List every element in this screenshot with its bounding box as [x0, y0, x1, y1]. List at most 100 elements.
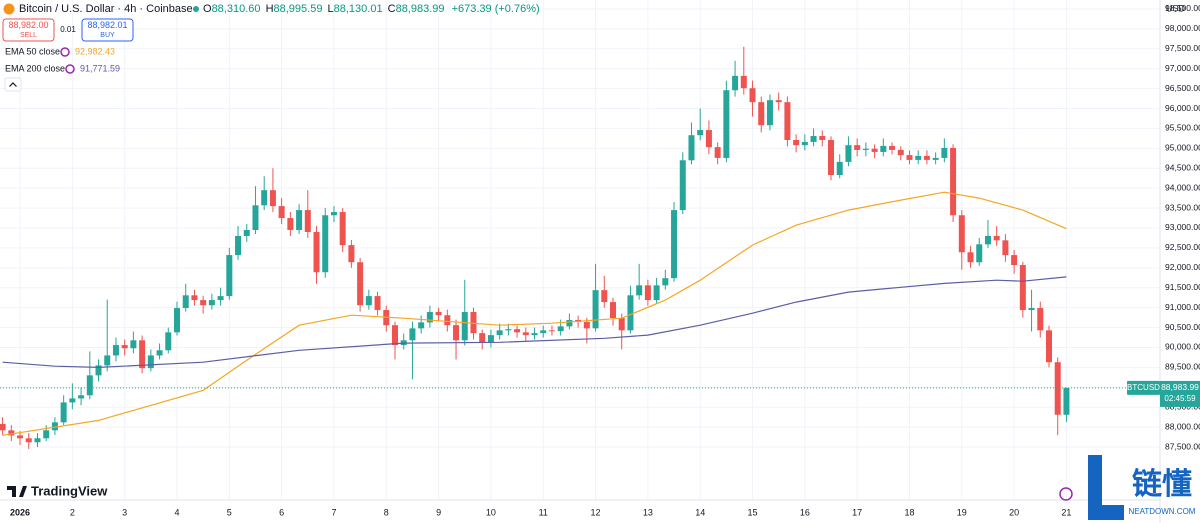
ohlc-values: O88,310.60 H88,995.59 L88,130.01 C88,983…	[203, 3, 540, 15]
y-tick-label: 95,000.00	[1165, 143, 1200, 153]
candle-body	[25, 438, 32, 443]
candle-body	[819, 136, 826, 140]
candle-body	[269, 190, 276, 207]
watermark-site: NEATDOWN.COM	[1129, 507, 1196, 516]
candle-body	[426, 312, 433, 323]
indicator-name: EMA 200 close	[5, 63, 65, 73]
candle-body	[522, 332, 529, 336]
indicator-name: EMA 50 close	[5, 46, 60, 56]
y-tick-label: 87,500.00	[1165, 441, 1200, 451]
y-tick-label: 90,500.00	[1165, 322, 1200, 332]
x-tick-label: 19	[957, 507, 967, 517]
x-tick-label: 13	[643, 507, 653, 517]
candle-body	[348, 245, 355, 263]
x-tick-label: 16	[800, 507, 810, 517]
candle-body	[296, 210, 303, 230]
candle-body	[845, 145, 852, 162]
y-tick-label: 96,500.00	[1165, 83, 1200, 93]
candle-body	[941, 147, 948, 158]
candle-body	[1046, 330, 1052, 363]
ema-line	[2, 276, 1067, 369]
candle-body	[793, 139, 800, 146]
candle-body	[662, 278, 669, 286]
buy-box[interactable]	[81, 18, 134, 42]
x-tick-label: 18	[904, 507, 914, 517]
grid	[0, 0, 1160, 500]
candle-body	[610, 302, 616, 319]
candle-body	[156, 350, 163, 356]
replay-icon[interactable]	[1059, 487, 1073, 501]
candle-body	[505, 329, 512, 331]
ohlc-key: L	[328, 3, 334, 15]
indicator-icon[interactable]	[60, 47, 70, 57]
candle-body	[810, 136, 817, 142]
candle-body	[112, 345, 119, 356]
candle-body	[104, 355, 111, 366]
candle-body	[444, 315, 451, 326]
candle-body	[557, 326, 564, 332]
y-tick-label: 90,000.00	[1165, 342, 1200, 352]
candle-body	[592, 290, 599, 329]
candle-body	[304, 210, 311, 232]
candle-body	[479, 333, 486, 343]
spread: 0.01	[60, 25, 76, 34]
candle-body	[871, 148, 878, 152]
x-tick-label: 2	[70, 507, 75, 517]
y-tick-label: 91,500.00	[1165, 282, 1200, 292]
x-tick-label: 5	[227, 507, 232, 517]
x-tick-label: 2026	[10, 507, 30, 517]
candle-body	[627, 295, 634, 331]
x-tick-label: 21	[1061, 507, 1071, 517]
chevron-icon[interactable]	[9, 82, 17, 87]
axes: 87,500.0088,000.0088,500.0089,000.0089,5…	[10, 3, 1200, 517]
x-tick-label: 4	[174, 507, 179, 517]
change: +673.39 (+0.76%)	[452, 3, 540, 15]
y-tick-label: 91,000.00	[1165, 302, 1200, 312]
candle-body	[243, 229, 250, 236]
sell-price[interactable]: 88,982.00	[8, 20, 48, 30]
candle-body	[374, 296, 381, 311]
buy-price[interactable]: 88,982.01	[87, 20, 127, 30]
candle-body	[766, 100, 773, 126]
tv-logo-text: TradingView	[31, 483, 108, 498]
y-tick-label: 98,000.00	[1165, 23, 1200, 33]
candle-body	[1037, 308, 1044, 331]
x-tick-label: 12	[591, 507, 601, 517]
y-tick-label: 94,500.00	[1165, 163, 1200, 173]
candle-body	[487, 335, 494, 343]
y-tick-label: 95,500.00	[1165, 123, 1200, 133]
candle-body	[330, 212, 337, 216]
x-tick-label: 3	[122, 507, 127, 517]
candle-body	[915, 155, 922, 160]
y-tick-label: 93,000.00	[1165, 222, 1200, 232]
x-tick-label: 10	[486, 507, 496, 517]
candle-body	[618, 318, 625, 331]
candle-body	[514, 329, 521, 333]
candle-body	[1002, 240, 1009, 256]
ohlc-value: 88,983.99	[396, 3, 445, 15]
sell-label[interactable]: SELL	[20, 32, 37, 39]
candle-body	[1028, 308, 1035, 311]
candle-body	[749, 88, 756, 103]
y-tick-label: 94,000.00	[1165, 182, 1200, 192]
candle-body	[723, 90, 730, 158]
sell-box[interactable]	[2, 18, 55, 42]
buy-button[interactable]: 88,982.01 BUY	[81, 18, 134, 42]
y-tick-label: 89,500.00	[1165, 362, 1200, 372]
candle-body	[60, 402, 67, 423]
sell-button[interactable]: 88,982.00 SELL	[2, 18, 55, 42]
candle-body	[1011, 255, 1018, 266]
collapse-button[interactable]	[4, 77, 22, 92]
watermark-logo	[1088, 455, 1124, 520]
candle-body	[984, 235, 991, 245]
candle-body	[828, 139, 834, 176]
candle-body	[644, 285, 651, 301]
currency[interactable]: USD	[1166, 3, 1186, 13]
x-tick-label: 20	[1009, 507, 1019, 517]
indicator-icon[interactable]	[65, 64, 75, 74]
candle-body	[409, 328, 416, 341]
candle-body	[435, 312, 442, 316]
candle-body	[496, 330, 503, 336]
indicator-value: 92,982.43	[75, 46, 115, 56]
buy-label[interactable]: BUY	[100, 32, 115, 39]
